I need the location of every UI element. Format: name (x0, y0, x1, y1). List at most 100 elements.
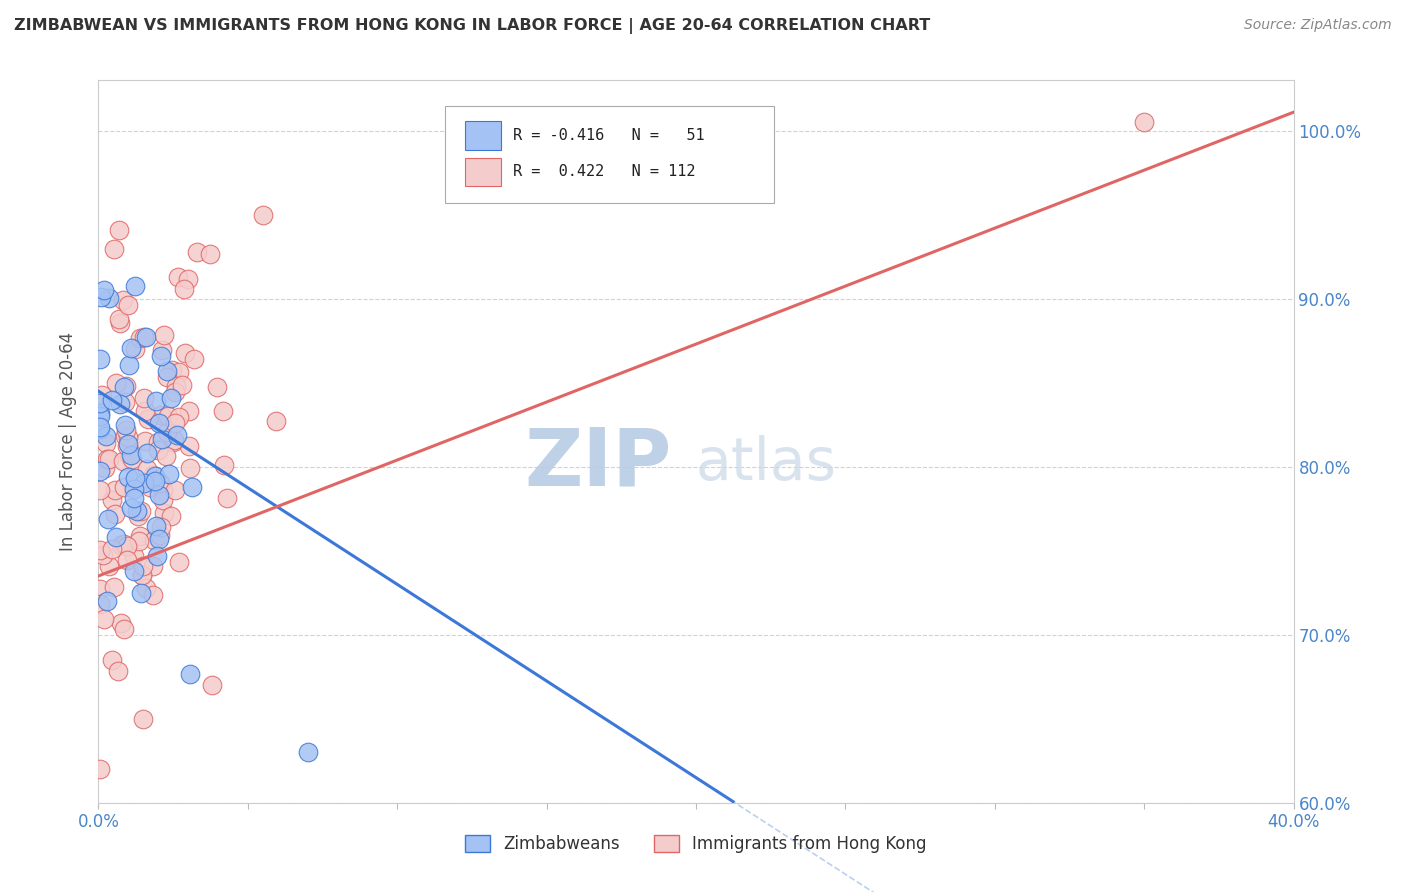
Point (127, 508, 149, 523)
Point (97, 512, 120, 526)
Point (115, 439, 138, 453)
Point (91, 548, 114, 562)
Point (135, 330, 157, 344)
Point (96, 452, 118, 467)
Point (115, 540, 138, 554)
Point (160, 363, 183, 377)
Point (165, 483, 187, 498)
Point (156, 369, 179, 384)
Point (132, 391, 155, 405)
Point (98, 558, 121, 573)
Point (117, 437, 139, 451)
Point (143, 533, 166, 547)
Point (167, 555, 190, 569)
Text: R =  0.422   N = 112: R = 0.422 N = 112 (513, 164, 696, 178)
Point (148, 488, 170, 502)
Text: ZIMBABWEAN VS IMMIGRANTS FROM HONG KONG IN LABOR FORCE | AGE 20-64 CORRELATION C: ZIMBABWEAN VS IMMIGRANTS FROM HONG KONG … (14, 18, 931, 34)
Y-axis label: In Labor Force | Age 20-64: In Labor Force | Age 20-64 (59, 332, 77, 551)
Point (125, 504, 148, 518)
Point (142, 476, 165, 491)
Point (156, 364, 179, 378)
Point (104, 507, 127, 521)
Point (162, 434, 184, 449)
Point (212, 404, 235, 418)
Point (252, 208, 274, 222)
Bar (465, 121, 501, 151)
Text: atlas: atlas (696, 434, 837, 491)
Point (149, 408, 172, 422)
Point (111, 454, 134, 468)
Point (110, 538, 132, 552)
Point (120, 341, 142, 355)
Point (120, 501, 142, 516)
Point (177, 439, 200, 453)
Point (124, 470, 146, 484)
Point (108, 397, 131, 411)
Point (96, 594, 118, 608)
Point (98, 291, 121, 305)
Point (179, 667, 201, 681)
Point (145, 549, 167, 563)
Point (89, 420, 111, 434)
Text: Source: ZipAtlas.com: Source: ZipAtlas.com (1244, 18, 1392, 32)
Point (149, 350, 172, 364)
Point (115, 378, 138, 392)
Point (103, 580, 125, 594)
Point (201, 678, 224, 692)
Point (174, 345, 197, 359)
Point (118, 358, 141, 372)
Point (150, 432, 173, 446)
Point (132, 559, 155, 574)
Point (157, 467, 180, 482)
Point (142, 588, 165, 602)
Point (143, 468, 166, 483)
Point (134, 330, 156, 344)
Point (131, 568, 153, 582)
Point (139, 480, 162, 494)
Point (149, 528, 172, 542)
Point (96, 436, 118, 450)
Point (136, 412, 159, 426)
Point (173, 282, 195, 296)
Point (167, 269, 190, 284)
Point (129, 586, 152, 600)
Point (134, 476, 156, 491)
Point (181, 479, 204, 493)
FancyBboxPatch shape (446, 105, 773, 203)
Point (108, 223, 131, 237)
Point (165, 379, 187, 393)
Point (143, 475, 166, 489)
Point (172, 377, 194, 392)
Point (89, 406, 111, 420)
Point (160, 509, 183, 524)
Point (121, 452, 143, 467)
Point (122, 482, 145, 496)
Point (156, 409, 179, 423)
Point (264, 414, 287, 428)
Point (142, 468, 165, 483)
Point (134, 404, 156, 418)
Point (89, 396, 111, 410)
Point (145, 394, 167, 409)
Point (150, 520, 173, 534)
Point (89, 483, 111, 498)
Point (135, 462, 157, 476)
Point (131, 567, 153, 582)
Point (93, 612, 115, 626)
Point (89, 582, 111, 597)
Point (135, 581, 157, 595)
Point (94, 461, 117, 475)
Point (129, 504, 152, 518)
Point (101, 542, 124, 557)
Point (153, 506, 176, 520)
Point (198, 247, 221, 261)
Point (111, 293, 134, 307)
Point (152, 492, 174, 507)
Point (98, 451, 121, 466)
Point (163, 385, 186, 400)
Point (108, 316, 131, 330)
Point (91, 388, 114, 402)
Point (207, 380, 229, 394)
Point (105, 530, 128, 544)
Point (186, 244, 208, 259)
